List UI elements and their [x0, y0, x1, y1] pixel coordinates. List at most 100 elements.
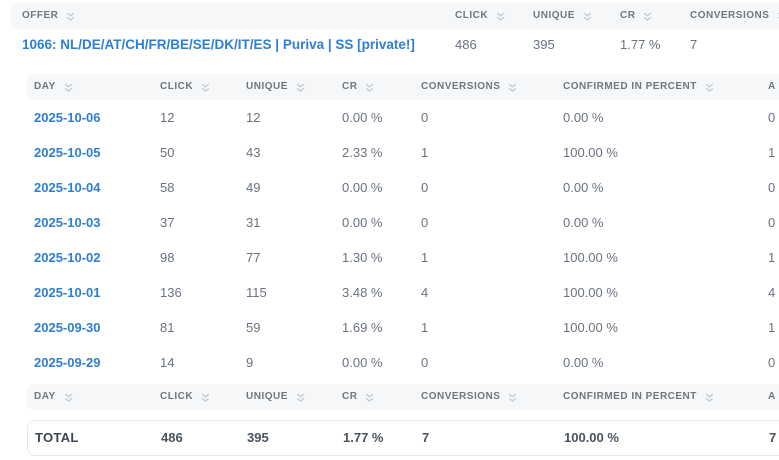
cutoff-value: 0	[768, 110, 776, 125]
offer-cr-value: 1.77 %	[620, 37, 661, 52]
sort-icon	[644, 12, 652, 21]
confirmed-value: 100.00 %	[563, 320, 618, 335]
unique-value: 59	[246, 320, 261, 335]
offer-conversions-value: 7	[690, 37, 698, 52]
column-header-confirmed-label: CONFIRMED IN PERCENT	[563, 391, 697, 402]
column-header-click[interactable]: CLICK	[160, 384, 211, 410]
table-row: 2025-10-02 98 77 1.30 % 1 100.00 % 1	[27, 240, 779, 275]
sort-icon	[296, 393, 305, 402]
column-header-cutoff-label: A	[768, 391, 776, 402]
sort-icon	[201, 393, 210, 402]
column-header-click[interactable]: CLICK	[455, 3, 506, 29]
sort-icon	[64, 83, 72, 92]
cr-value: 0.00 %	[342, 215, 383, 230]
column-header-unique-label: UNIQUE	[246, 81, 288, 92]
sort-icon	[705, 393, 714, 402]
column-header-confirmed-label: CONFIRMED IN PERCENT	[563, 81, 697, 92]
cr-value: 2.33 %	[342, 145, 383, 160]
offer-table-header: OFFER CLICK UNIQUE CR CONVERSIONS	[10, 3, 779, 29]
column-header-click-label: CLICK	[160, 81, 194, 92]
column-header-offer[interactable]: OFFER	[22, 3, 76, 29]
table-row: 2025-10-05 50 43 2.33 % 1 100.00 % 1	[27, 135, 779, 170]
conversions-value: 0	[421, 180, 429, 195]
conversions-value: 0	[421, 215, 429, 230]
cutoff-value: 0	[768, 355, 776, 370]
sort-icon	[64, 393, 72, 402]
unique-value: 12	[246, 110, 261, 125]
sort-icon	[366, 83, 374, 92]
column-header-click[interactable]: CLICK	[160, 74, 211, 100]
column-header-cutoff[interactable]: A	[768, 74, 776, 100]
sort-icon	[67, 12, 75, 21]
column-header-cr-label: CR	[342, 81, 358, 92]
column-header-day[interactable]: DAY	[34, 384, 74, 410]
unique-value: 43	[246, 145, 261, 160]
column-header-cr[interactable]: CR	[342, 384, 375, 410]
day-link[interactable]: 2025-10-06	[34, 110, 101, 125]
click-value: 136	[160, 285, 182, 300]
column-header-unique-label: UNIQUE	[533, 10, 575, 21]
total-label: TOTAL	[35, 430, 79, 445]
cutoff-value: 0	[768, 180, 776, 195]
sort-icon	[366, 393, 374, 402]
sort-icon	[509, 83, 517, 92]
click-value: 58	[160, 180, 175, 195]
conversions-value: 1	[421, 145, 429, 160]
column-header-conversions[interactable]: CONVERSIONS	[690, 3, 779, 29]
total-conversions-value: 7	[422, 430, 430, 445]
column-header-unique[interactable]: UNIQUE	[246, 384, 306, 410]
column-header-day[interactable]: DAY	[34, 74, 74, 100]
day-link[interactable]: 2025-10-01	[34, 285, 101, 300]
total-click-value: 486	[161, 430, 183, 445]
cutoff-value: 1	[768, 145, 776, 160]
daily-table-header: DAY CLICK UNIQUE CR CONVERSIONS CONFIRME…	[27, 74, 779, 100]
column-header-confirmed-in-percent[interactable]: CONFIRMED IN PERCENT	[563, 74, 715, 100]
total-row: TOTAL 486 395 1.77 % 7 100.00 % 7	[27, 420, 779, 456]
confirmed-value: 100.00 %	[563, 285, 618, 300]
cutoff-value: 1	[768, 250, 776, 265]
cr-value: 0.00 %	[342, 180, 383, 195]
column-header-cutoff[interactable]: A	[768, 384, 776, 410]
click-value: 98	[160, 250, 175, 265]
day-link[interactable]: 2025-10-03	[34, 215, 101, 230]
column-header-unique[interactable]: UNIQUE	[533, 3, 593, 29]
day-link[interactable]: 2025-09-29	[34, 355, 101, 370]
unique-value: 31	[246, 215, 261, 230]
confirmed-value: 100.00 %	[563, 145, 618, 160]
offer-link[interactable]: 1066: NL/DE/AT/CH/FR/BE/SE/DK/IT/ES | Pu…	[22, 37, 415, 52]
offer-click-value: 486	[455, 37, 477, 52]
column-header-conversions[interactable]: CONVERSIONS	[421, 384, 518, 410]
click-value: 50	[160, 145, 175, 160]
total-cr-value: 1.77 %	[343, 430, 384, 445]
day-link[interactable]: 2025-09-30	[34, 320, 101, 335]
column-header-conversions-label: CONVERSIONS	[421, 391, 501, 402]
unique-value: 49	[246, 180, 261, 195]
column-header-offer-label: OFFER	[22, 10, 59, 21]
cr-value: 0.00 %	[342, 110, 383, 125]
column-header-conversions[interactable]: CONVERSIONS	[421, 74, 518, 100]
table-row: 2025-09-30 81 59 1.69 % 1 100.00 % 1	[27, 310, 779, 345]
sort-icon	[509, 393, 517, 402]
conversions-value: 4	[421, 285, 429, 300]
column-header-day-label: DAY	[34, 81, 56, 92]
day-link[interactable]: 2025-10-04	[34, 180, 101, 195]
confirmed-value: 0.00 %	[563, 180, 604, 195]
column-header-cr[interactable]: CR	[342, 74, 375, 100]
confirmed-value: 0.00 %	[563, 110, 604, 125]
column-header-unique[interactable]: UNIQUE	[246, 74, 306, 100]
cutoff-value: 4	[768, 285, 776, 300]
table-row: 2025-10-06 12 12 0.00 % 0 0.00 % 0	[27, 100, 779, 135]
table-row: 2025-09-29 14 9 0.00 % 0 0.00 % 0	[27, 345, 779, 380]
column-header-cutoff-label: A	[768, 81, 776, 92]
day-link[interactable]: 2025-10-02	[34, 250, 101, 265]
column-header-cr[interactable]: CR	[620, 3, 653, 29]
total-cutoff-value: 7	[769, 430, 777, 445]
cr-value: 1.69 %	[342, 320, 383, 335]
offer-unique-value: 395	[533, 37, 555, 52]
conversions-value: 0	[421, 355, 429, 370]
daily-table-footer-header: DAY CLICK UNIQUE CR CONVERSIONS CONFIRME…	[27, 384, 779, 410]
unique-value: 9	[246, 355, 254, 370]
column-header-confirmed-in-percent[interactable]: CONFIRMED IN PERCENT	[563, 384, 715, 410]
day-link[interactable]: 2025-10-05	[34, 145, 101, 160]
